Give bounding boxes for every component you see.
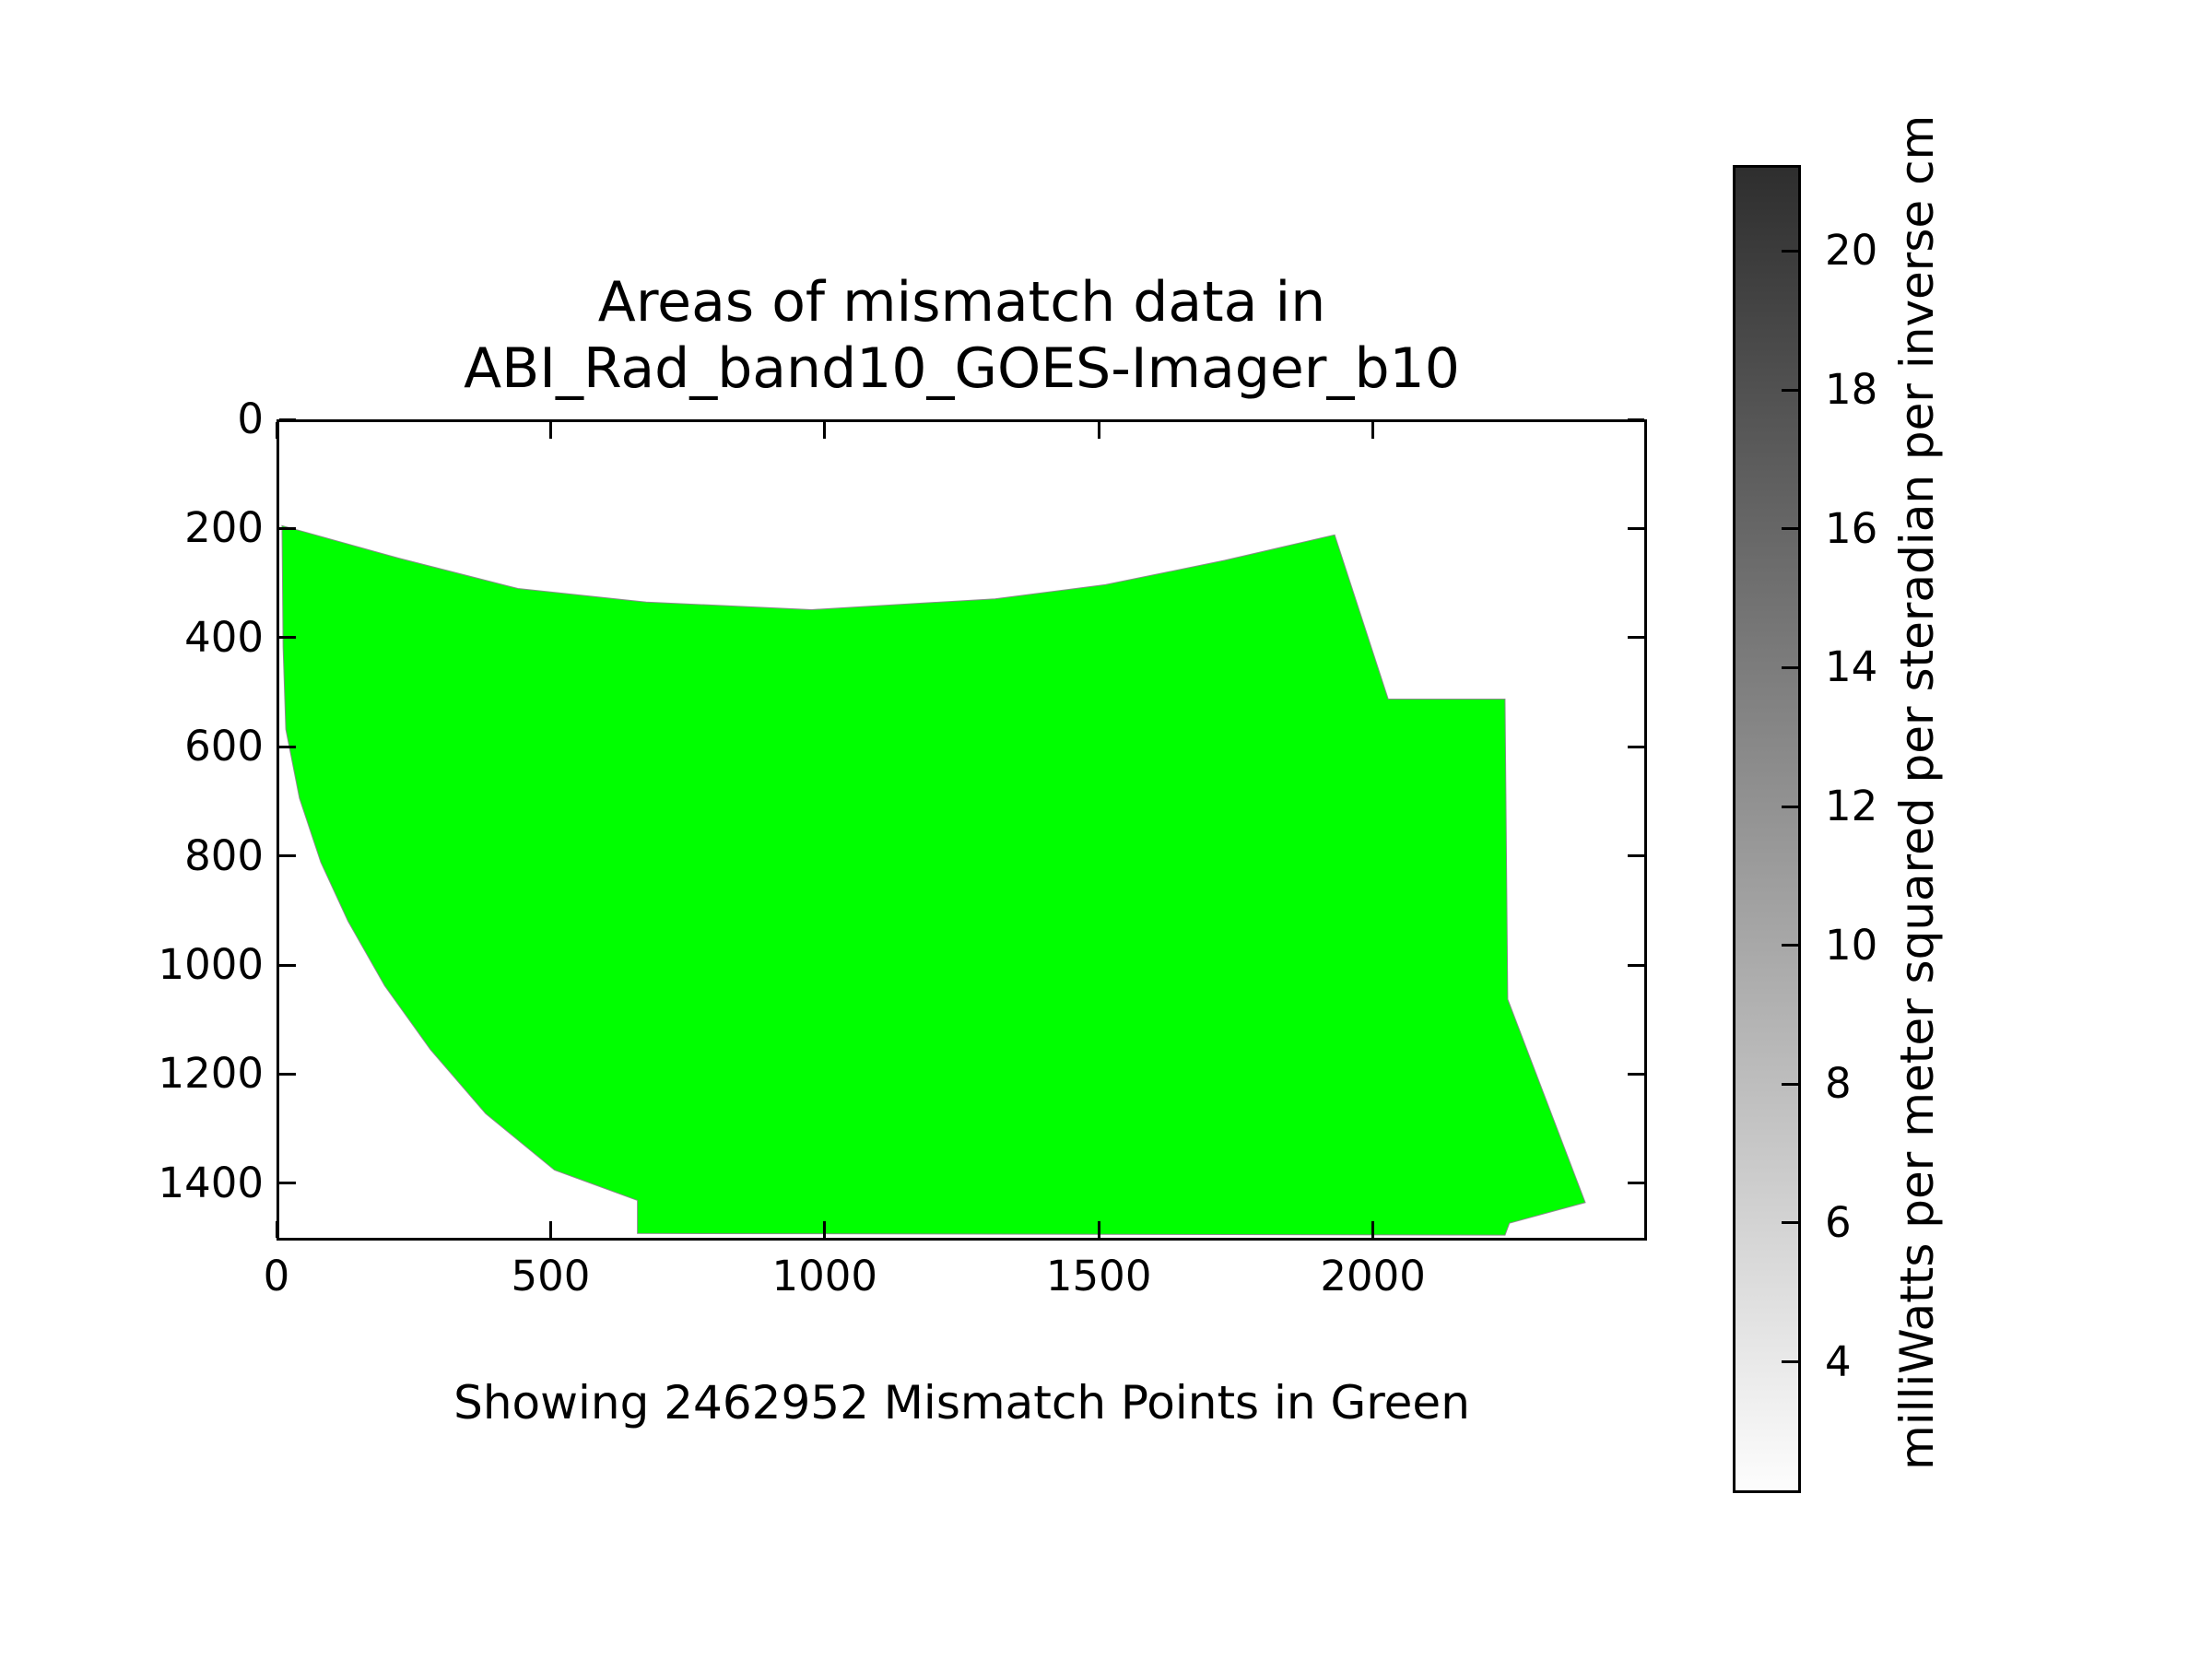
- colorbar-tick-label: 14: [1825, 642, 1878, 692]
- chart-title: Areas of mismatch data in ABI_Rad_band10…: [276, 269, 1647, 402]
- y-tick-mark-right: [1628, 1072, 1644, 1076]
- colorbar-tick-label: 10: [1825, 920, 1878, 970]
- mismatch-region: [282, 525, 1585, 1235]
- colorbar-tick-mark: [1782, 249, 1798, 253]
- colorbar-tick-label: 16: [1825, 503, 1878, 553]
- y-tick-mark-left: [279, 418, 296, 421]
- y-tick-mark-left: [279, 526, 296, 530]
- x-tick-mark-bottom: [823, 1221, 827, 1238]
- x-tick-mark-bottom: [1097, 1221, 1100, 1238]
- y-tick-mark-left: [279, 745, 296, 748]
- y-tick-label: 0: [237, 394, 264, 443]
- colorbar-tick-mark: [1782, 1360, 1798, 1364]
- figure-caption: Showing 2462952 Mismatch Points in Green: [453, 1376, 1470, 1430]
- y-tick-mark-left: [279, 636, 296, 640]
- colorbar-tick-label: 4: [1825, 1336, 1852, 1386]
- y-tick-label: 1400: [158, 1158, 264, 1207]
- y-tick-mark-right: [1628, 745, 1644, 748]
- colorbar-gradient: [1735, 168, 1798, 1490]
- x-tick-mark-bottom: [275, 1221, 278, 1238]
- y-tick-mark-left: [279, 1182, 296, 1185]
- x-tick-mark-top: [1371, 422, 1375, 439]
- x-tick-mark-top: [548, 422, 552, 439]
- x-tick-label: 0: [263, 1252, 290, 1300]
- y-tick-label: 800: [184, 830, 264, 880]
- chart-title-line2: ABI_Rad_band10_GOES-Imager_b10: [464, 336, 1460, 401]
- colorbar-tick-mark: [1782, 944, 1798, 947]
- x-tick-mark-bottom: [548, 1221, 552, 1238]
- colorbar-tick-label: 12: [1825, 782, 1878, 831]
- colorbar-tick-mark: [1782, 388, 1798, 392]
- y-tick-mark-right: [1628, 418, 1644, 421]
- y-tick-mark-left: [279, 854, 296, 858]
- x-tick-label: 2000: [1320, 1252, 1426, 1300]
- x-tick-label: 1500: [1045, 1252, 1152, 1300]
- y-tick-label: 1200: [158, 1049, 264, 1099]
- y-tick-mark-right: [1628, 526, 1644, 530]
- y-tick-mark-right: [1628, 854, 1644, 858]
- chart-title-line1: Areas of mismatch data in: [597, 270, 1326, 335]
- x-tick-mark-bottom: [1371, 1221, 1375, 1238]
- colorbar: [1733, 165, 1801, 1493]
- y-tick-mark-left: [279, 1072, 296, 1076]
- y-tick-mark-left: [279, 963, 296, 967]
- x-tick-label: 500: [511, 1252, 591, 1300]
- colorbar-tick-mark: [1782, 1082, 1798, 1086]
- x-tick-label: 1000: [771, 1252, 878, 1300]
- y-tick-label: 1000: [158, 940, 264, 990]
- colorbar-tick-mark: [1782, 665, 1798, 669]
- y-tick-mark-right: [1628, 1182, 1644, 1185]
- plot-area: [276, 419, 1647, 1241]
- colorbar-tick-label: 18: [1825, 365, 1878, 415]
- x-tick-mark-top: [823, 422, 827, 439]
- colorbar-axis-label: milliWatts per meter squared per steradi…: [1890, 114, 1944, 1471]
- colorbar-tick-label: 8: [1825, 1059, 1852, 1109]
- colorbar-tick-mark: [1782, 1221, 1798, 1225]
- y-tick-label: 600: [184, 722, 264, 771]
- colorbar-tick-label: 6: [1825, 1197, 1852, 1247]
- x-tick-mark-top: [1097, 422, 1100, 439]
- mismatch-region-svg: [279, 422, 1644, 1238]
- colorbar-tick-mark: [1782, 805, 1798, 808]
- y-tick-mark-right: [1628, 963, 1644, 967]
- colorbar-tick-label: 20: [1825, 226, 1878, 276]
- colorbar-tick-mark: [1782, 527, 1798, 531]
- y-tick-mark-right: [1628, 636, 1644, 640]
- y-tick-label: 400: [184, 612, 264, 662]
- x-tick-mark-top: [275, 422, 278, 439]
- y-tick-label: 200: [184, 503, 264, 553]
